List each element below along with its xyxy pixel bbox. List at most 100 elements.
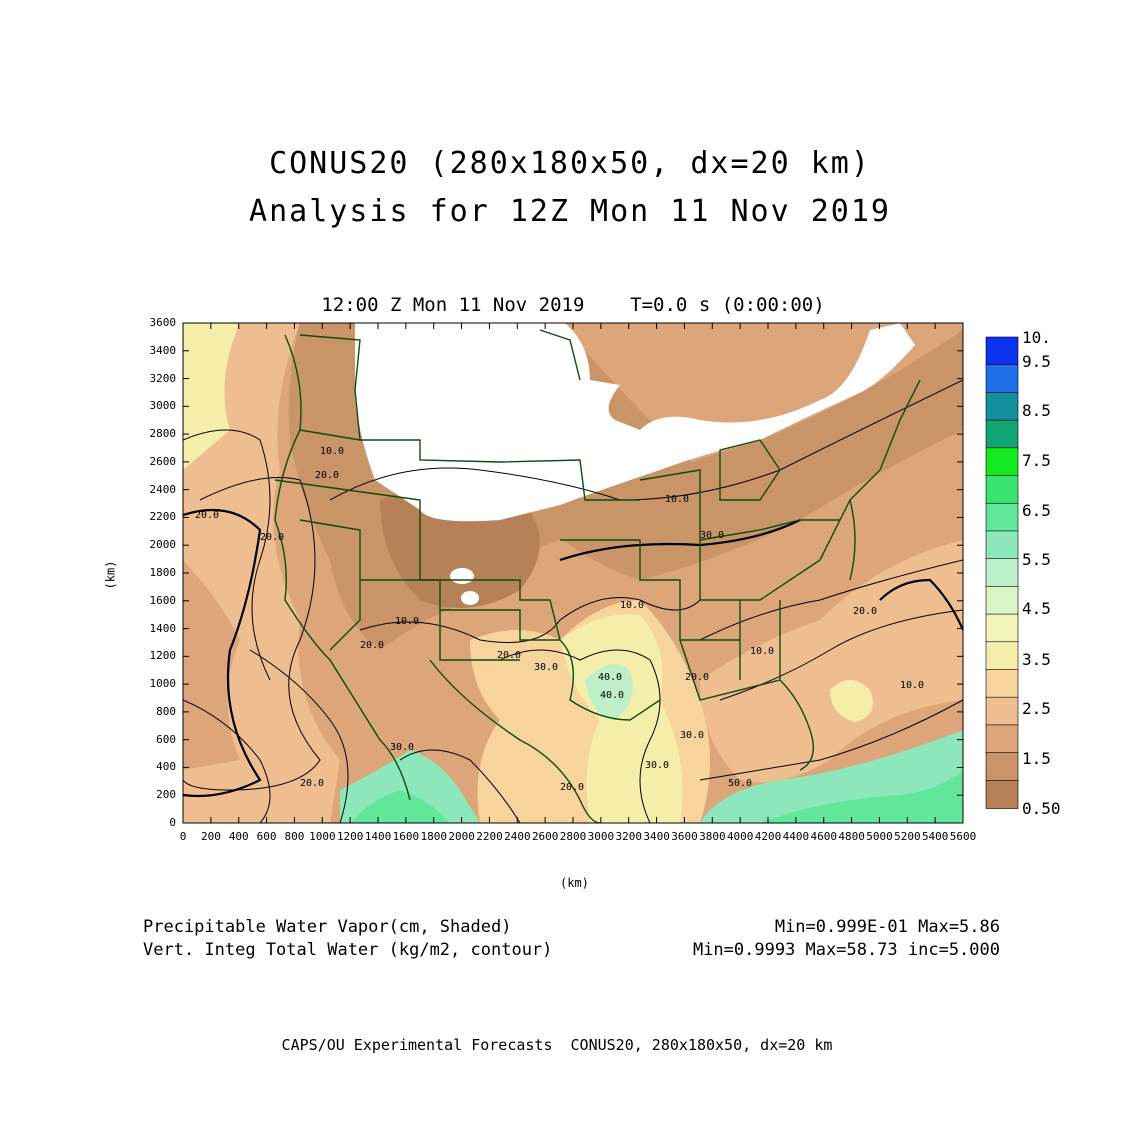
contour-label: 20.0 [195, 510, 220, 521]
footer-credit: CAPS/OU Experimental Forecasts CONUS20, … [281, 1036, 833, 1054]
colorbar-swatch [985, 696, 1019, 726]
x-tick-label: 5000 [866, 830, 893, 843]
plot-subtitle: 12:00 Z Mon 11 Nov 2019 T=0.0 s (0:00:00… [321, 294, 825, 316]
contour-label: 50.0 [728, 778, 753, 789]
x-tick-label: 800 [284, 830, 305, 843]
y-tick-label: 1400 [149, 621, 177, 635]
contour-label: 30.0 [645, 760, 670, 771]
x-tick-label: 4200 [754, 830, 782, 843]
main-title: CONUS20 (280x180x50, dx=20 km) [269, 146, 871, 181]
y-tick-label: 2000 [149, 538, 177, 552]
y-tick-label: 600 [156, 732, 176, 746]
x-tick-label: 4600 [810, 830, 838, 843]
x-tick-label: 600 [256, 830, 277, 843]
x-tick-label: 2800 [559, 830, 587, 843]
colorbar-label: 7.5 [1022, 451, 1051, 470]
colorbar-swatch [985, 641, 1019, 671]
colorbar-label: 10. [1022, 328, 1051, 347]
contour-label: 20.0 [685, 672, 710, 683]
y-tick-label: 400 [156, 760, 176, 774]
colorbar-swatch [985, 447, 1019, 477]
y-tick-label: 0 [169, 816, 176, 829]
x-tick-label: 3200 [615, 830, 643, 843]
x-tick-label: 2400 [504, 830, 531, 843]
masked-spot-2 [461, 591, 479, 605]
colorbar-swatch [985, 530, 1019, 560]
colorbar-label: 5.5 [1022, 550, 1051, 569]
map-field [183, 323, 963, 823]
x-tick-label: 2000 [448, 830, 475, 843]
y-tick-label: 3000 [149, 399, 177, 413]
contour-label: 20.0 [497, 650, 522, 661]
state-boundaries [274, 329, 921, 823]
x-tick-label: 3600 [671, 830, 698, 843]
colorbar-swatch [985, 336, 1019, 366]
colorbar-swatch [985, 752, 1019, 782]
x-tick-label: 400 [228, 830, 249, 843]
y-ticks [183, 322, 963, 824]
x-tick-label: 1400 [364, 830, 392, 843]
colorbar-label: 8.5 [1022, 401, 1051, 420]
x-tick-label: 5400 [921, 830, 949, 843]
contour-label: 10.0 [665, 494, 690, 505]
y-axis-label: (km) [103, 560, 118, 590]
contour-label: 10.0 [750, 646, 775, 657]
x-tick-label: 4000 [726, 830, 754, 843]
y-tick-label: 800 [156, 704, 176, 718]
field1-stats: Min=0.999E-01 Max=5.86 [774, 917, 1000, 937]
contour-label: 30.0 [700, 530, 725, 541]
contour-label: 20.0 [560, 782, 585, 793]
colorbar-swatch [985, 669, 1019, 698]
x-tick-label: 4400 [782, 830, 810, 843]
colorbar-label: 6.5 [1022, 501, 1051, 520]
field-tropical-west-core [350, 790, 450, 823]
field2-name: Vert. Integ Total Water (kg/m2, contour) [143, 940, 553, 960]
colorbar-swatch [985, 364, 1019, 394]
x-ticks [182, 323, 964, 823]
contour-label: 20.0 [360, 640, 385, 651]
contour-label: 10.0 [395, 616, 420, 627]
colorbar-swatch [985, 613, 1019, 643]
y-tick-label: 1200 [149, 649, 177, 663]
field2-stats: Min=0.9993 Max=58.73 inc=5.000 [692, 940, 1000, 960]
contour-label: 20.0 [300, 778, 325, 789]
x-tick-label: 2200 [476, 830, 503, 843]
contour-label: 40.0 [598, 672, 623, 683]
colorbar-swatch [985, 502, 1019, 532]
contour-label: 20.0 [853, 606, 878, 617]
field1-name: Precipitable Water Vapor(cm, Shaded) [143, 917, 512, 937]
field-atlantic [700, 540, 963, 783]
colorbar-swatch [985, 558, 1019, 588]
contour-label: 30.0 [680, 730, 705, 741]
contour-label: 30.0 [390, 742, 415, 753]
x-tick-label: 2600 [531, 830, 559, 843]
y-tick-label: 2200 [149, 510, 177, 524]
contour-label: 10.0 [320, 446, 345, 457]
contour-label: 20.0 [315, 470, 340, 481]
x-tick-label: 3400 [643, 830, 670, 843]
y-tick-label: 3600 [149, 316, 177, 329]
field-pacific-dry [183, 560, 240, 770]
contour-label: 30.0 [534, 662, 559, 673]
x-tick-label: 3000 [587, 830, 615, 843]
colorbar-label: 2.5 [1022, 699, 1051, 718]
colorbar-label: 9.5 [1022, 352, 1051, 371]
colorbar [985, 336, 1019, 809]
x-tick-label: 4800 [838, 830, 865, 843]
colorbar-label: 4.5 [1022, 599, 1051, 618]
colorbar-swatch [985, 392, 1019, 421]
contour-label: 40.0 [600, 690, 625, 701]
contour-label: 10.0 [900, 680, 925, 691]
field-louisiana-peak [585, 664, 633, 720]
colorbar-swatch [985, 586, 1019, 615]
field-atlantic-moist [830, 680, 873, 722]
x-tick-label: 1000 [309, 830, 336, 843]
x-tick-label: 1800 [420, 830, 448, 843]
x-tick-label: 5600 [949, 830, 977, 843]
contour-label: 20.0 [260, 532, 285, 543]
field-tropical-east-core [760, 770, 963, 823]
y-tick-label: 2400 [149, 482, 177, 496]
x-tick-label: 3800 [699, 830, 726, 843]
colorbar-swatch [985, 724, 1019, 754]
